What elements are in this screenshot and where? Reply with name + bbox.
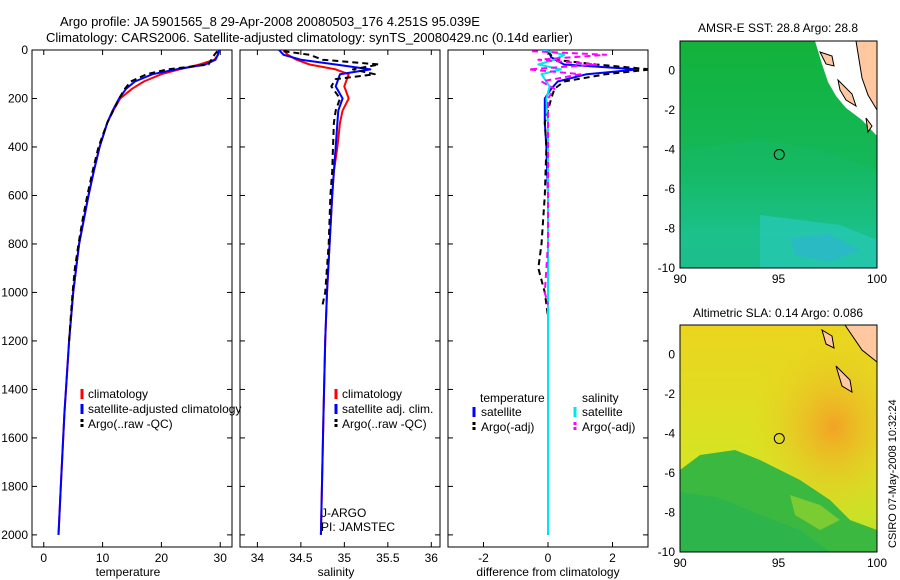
sst-map-title: AMSR-E SST: 28.8 Argo: 28.8 — [698, 21, 858, 35]
sal-series-group — [278, 50, 381, 535]
depth-tick-label: 0 — [21, 43, 28, 57]
diff-line-salinity-argo-adj- — [527, 50, 608, 305]
sst-ytick-label: 0 — [668, 64, 675, 78]
diff-xtick-label: 0 — [545, 551, 552, 565]
salinity-panel-frame — [239, 49, 441, 548]
sla-ytick-label: -2 — [664, 387, 675, 401]
depth-tick-label: 200 — [8, 91, 28, 105]
temp-line-satellite-adjusted-climatology — [57, 50, 221, 535]
sla-argo-marker — [773, 433, 785, 445]
sst-xtick-label: 95 — [772, 272, 786, 286]
temperature-axis-label: temperature — [96, 565, 161, 579]
sst-xtick-label: 90 — [673, 272, 687, 286]
creation-stamp: CSIRO 07-May-2008 10:32:24 — [887, 399, 899, 548]
sal-xtick-label: 35.5 — [376, 551, 400, 565]
difference-legend-header: salinity — [582, 391, 619, 405]
depth-tick-label: 2000 — [1, 528, 28, 542]
temp-xtick-label: 20 — [155, 551, 169, 565]
profile-lines — [57, 50, 648, 535]
sla-map-title: Altimetric SLA: 0.14 Argo: 0.086 — [693, 306, 863, 320]
temp-xtick-label: 10 — [96, 551, 110, 565]
legend-label: climatology — [88, 387, 148, 401]
salinity-axis-label: salinity — [318, 565, 355, 579]
float-pi-label: PI: JAMSTEC — [321, 520, 395, 534]
temp-line-argo-raw-qc- — [68, 50, 219, 341]
depth-tick-label: 1200 — [1, 334, 28, 348]
depth-tick-label: 600 — [8, 188, 28, 202]
legend-label: satellite — [582, 405, 623, 419]
temp-series-group — [57, 50, 221, 535]
depth-tick-label: 1400 — [1, 382, 28, 396]
sal-xtick-label: 34 — [251, 551, 265, 565]
diff-xtick-label: -2 — [478, 551, 489, 565]
depth-tick-label: 800 — [8, 237, 28, 251]
sst-xtick-label: 100 — [867, 272, 887, 286]
sla-xtick-label: 95 — [772, 556, 786, 570]
sla-xtick-label: 90 — [673, 556, 687, 570]
legend-label: climatology — [342, 387, 402, 401]
sst-ytick-label: -2 — [664, 103, 675, 117]
legend-label: satellite adj. clim. — [342, 402, 433, 416]
sla-ytick-label: -10 — [658, 545, 676, 559]
depth-tick-label: 1000 — [1, 285, 28, 299]
profile-title: Argo profile: JA 5901565_8 29-Apr-2008 2… — [60, 14, 480, 29]
sst-map — [679, 40, 878, 269]
sal-xtick-label: 34.5 — [289, 551, 313, 565]
temp-line-climatology — [57, 50, 221, 535]
diff-line-salinity-satellite — [537, 50, 566, 535]
sst-map-frame — [679, 40, 878, 269]
legend-label: Argo(-adj) — [582, 420, 635, 434]
temperature-panel-frame — [31, 49, 233, 548]
difference-legend-header: temperature — [480, 391, 545, 405]
sst-ytick-label: -10 — [658, 261, 676, 275]
sal-line-argo-raw-qc- — [283, 50, 381, 305]
sla-map-frame — [679, 324, 878, 553]
sal-xtick-label: 36 — [425, 551, 439, 565]
sal-line-climatology — [282, 50, 350, 535]
sst-argo-marker — [773, 149, 785, 161]
sla-ytick-label: -8 — [664, 506, 675, 520]
legend-label: satellite — [481, 405, 522, 419]
sst-ytick-label: -4 — [664, 143, 675, 157]
depth-tick-label: 1800 — [1, 479, 28, 493]
sla-ytick-label: 0 — [668, 348, 675, 362]
sal-xtick-label: 35 — [338, 551, 352, 565]
sla-map — [679, 324, 878, 553]
depth-tick-label: 400 — [8, 140, 28, 154]
legend-label: Argo(..raw -QC) — [342, 417, 427, 431]
temp-xtick-label: 0 — [40, 551, 47, 565]
diff-line-temperature-argo-adj- — [537, 50, 648, 341]
sla-ytick-label: -6 — [664, 466, 675, 480]
difference-axis-label: difference from climatology — [476, 565, 619, 579]
sst-ytick-label: -8 — [664, 222, 675, 236]
legend-label: Argo(..raw -QC) — [88, 417, 173, 431]
sla-xtick-label: 100 — [867, 556, 887, 570]
sla-ytick-label: -4 — [664, 427, 675, 441]
diff-xtick-label: 2 — [609, 551, 616, 565]
depth-tick-label: 1600 — [1, 431, 28, 445]
sst-ytick-label: -6 — [664, 182, 675, 196]
diff-series-group — [527, 50, 648, 535]
legend-label: Argo(-adj) — [481, 420, 534, 434]
temp-xtick-label: 30 — [214, 551, 228, 565]
diff-line-temperature-satellite — [543, 50, 640, 535]
climatology-subtitle: Climatology: CARS2006. Satellite-adjuste… — [46, 30, 573, 45]
float-program-label: J-ARGO — [321, 506, 366, 520]
sal-line-satellite-adj-clim- — [278, 50, 372, 535]
legend-label: satellite-adjusted climatology — [88, 402, 241, 416]
